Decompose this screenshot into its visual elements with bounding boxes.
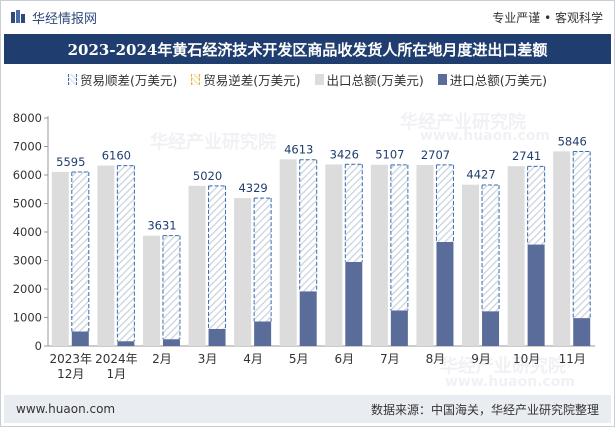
surplus-bar [254, 198, 272, 322]
import-bar [299, 291, 317, 346]
surplus-bar [71, 172, 89, 332]
huajing-logo-icon [11, 10, 25, 23]
x-tick-label: 7月 [380, 352, 400, 366]
import-bar [162, 339, 180, 346]
legend-label-export: 出口总额(万美元) [326, 73, 424, 88]
surplus-bar [482, 185, 500, 312]
bars [51, 150, 591, 346]
brand-name: 华经情报网 [32, 11, 98, 27]
export-bar [279, 159, 297, 346]
export-bar [462, 184, 480, 346]
legend-item-deficit: 贸易逆差(万美元) [191, 70, 301, 89]
import-bar [208, 328, 226, 346]
data-label: 5107 [375, 148, 404, 162]
data-label: 3631 [147, 219, 176, 233]
y-axis: 0 1000 2000 3000 4000 5000 6000 7000 8000 [13, 111, 49, 353]
legend-swatch-deficit [191, 74, 201, 85]
legend-item-import: 进口总额(万美元) [437, 70, 548, 89]
x-tick-label: 2023年 [50, 352, 93, 366]
tagline: 专业严谨 • 客观科学 [492, 10, 603, 25]
y-tick-label: 2000 [13, 282, 42, 296]
legend-label-import: 进口总额(万美元) [449, 73, 548, 88]
export-bar [188, 185, 206, 346]
data-label: 6160 [102, 149, 131, 163]
y-tick-label: 8000 [13, 111, 42, 125]
export-bar [507, 166, 525, 346]
surplus-bar [208, 185, 226, 329]
export-bar [142, 235, 160, 346]
x-tick-label: 11月 [559, 352, 586, 366]
data-label: 5020 [193, 169, 222, 183]
import-bar [117, 341, 135, 346]
x-tick-label: 5月 [289, 352, 309, 366]
x-tick-label: 2024年 [95, 352, 138, 366]
y-tick-label: 7000 [13, 140, 42, 154]
export-bar [97, 165, 115, 346]
surplus-bar [117, 165, 135, 342]
top-bar: 华经情报网 专业严谨 • 客观科学 [0, 0, 615, 34]
x-tick-label: 2月 [152, 352, 172, 366]
import-bar [254, 321, 272, 346]
chart-legend: 贸易顺差(万美元) 贸易逆差(万美元) 出口总额(万美元) 进口总额(万美元) [0, 70, 615, 89]
import-bar [527, 244, 545, 346]
export-bar [553, 151, 571, 346]
x-tick-label: 10月 [513, 352, 540, 366]
surplus-bar [573, 151, 591, 319]
legend-item-export: 出口总额(万美元) [314, 70, 424, 89]
import-bar [390, 310, 408, 346]
legend-label-deficit: 贸易逆差(万美元) [203, 73, 301, 88]
data-labels: 5595 6160 3631 5020 4329 4613 3426 5107 2707 4427… [56, 134, 587, 232]
data-label: 4427 [466, 168, 495, 182]
x-tick-label: 3月 [198, 352, 218, 366]
y-tick-label: 0 [35, 339, 42, 353]
import-bar [573, 318, 591, 346]
export-bar [325, 164, 343, 346]
data-label: 2741 [512, 149, 541, 163]
x-tick-label: 12月 [57, 367, 84, 381]
data-label: 2707 [421, 148, 450, 162]
export-bar [51, 171, 69, 346]
data-label: 4613 [284, 142, 313, 156]
footer: www.huaon.com 数据来源：中国海关，华经产业研究院整理 [4, 395, 611, 423]
x-tick-label: 9月 [471, 352, 491, 366]
legend-label-surplus: 贸易顺差(万美元) [79, 73, 178, 88]
y-tick-label: 4000 [13, 225, 42, 239]
footer-source: 数据来源：中国海关，华经产业研究院整理 [370, 402, 599, 417]
surplus-bar [390, 164, 408, 311]
x-tick-label: 4月 [243, 352, 263, 366]
surplus-bar [527, 166, 545, 245]
brand: 华经情报网 [10, 8, 97, 27]
surplus-bar [162, 235, 180, 340]
legend-swatch-surplus [67, 74, 77, 85]
import-bar [71, 331, 89, 346]
import-bar [482, 311, 500, 346]
footer-website[interactable]: www.huaon.com [16, 402, 116, 416]
x-tick-label: 8月 [426, 352, 446, 366]
export-bar [370, 164, 388, 346]
data-label: 4329 [238, 181, 267, 195]
legend-swatch-import [437, 74, 447, 85]
y-tick-label: 3000 [13, 254, 42, 268]
y-tick-label: 6000 [13, 168, 42, 182]
x-tick-label: 6月 [334, 352, 354, 366]
data-label: 5595 [56, 155, 85, 169]
legend-swatch-export [314, 74, 324, 85]
export-bar [416, 165, 434, 346]
chart-title: 2023-2024年黄石经济技术开发区商品收发货人所在地月度进出口差额 [4, 34, 611, 64]
y-tick-label: 1000 [13, 311, 42, 325]
data-label: 5846 [558, 134, 587, 148]
y-tick-label: 5000 [13, 197, 42, 211]
surplus-bar [436, 164, 454, 242]
surplus-bar [299, 159, 317, 292]
x-tick-label: 1月 [107, 367, 127, 381]
data-label: 3426 [330, 147, 359, 161]
surplus-bar [345, 164, 363, 262]
export-bar [234, 198, 252, 346]
import-bar [345, 261, 363, 346]
legend-item-surplus: 贸易顺差(万美元) [67, 70, 178, 89]
import-bar [436, 241, 454, 346]
